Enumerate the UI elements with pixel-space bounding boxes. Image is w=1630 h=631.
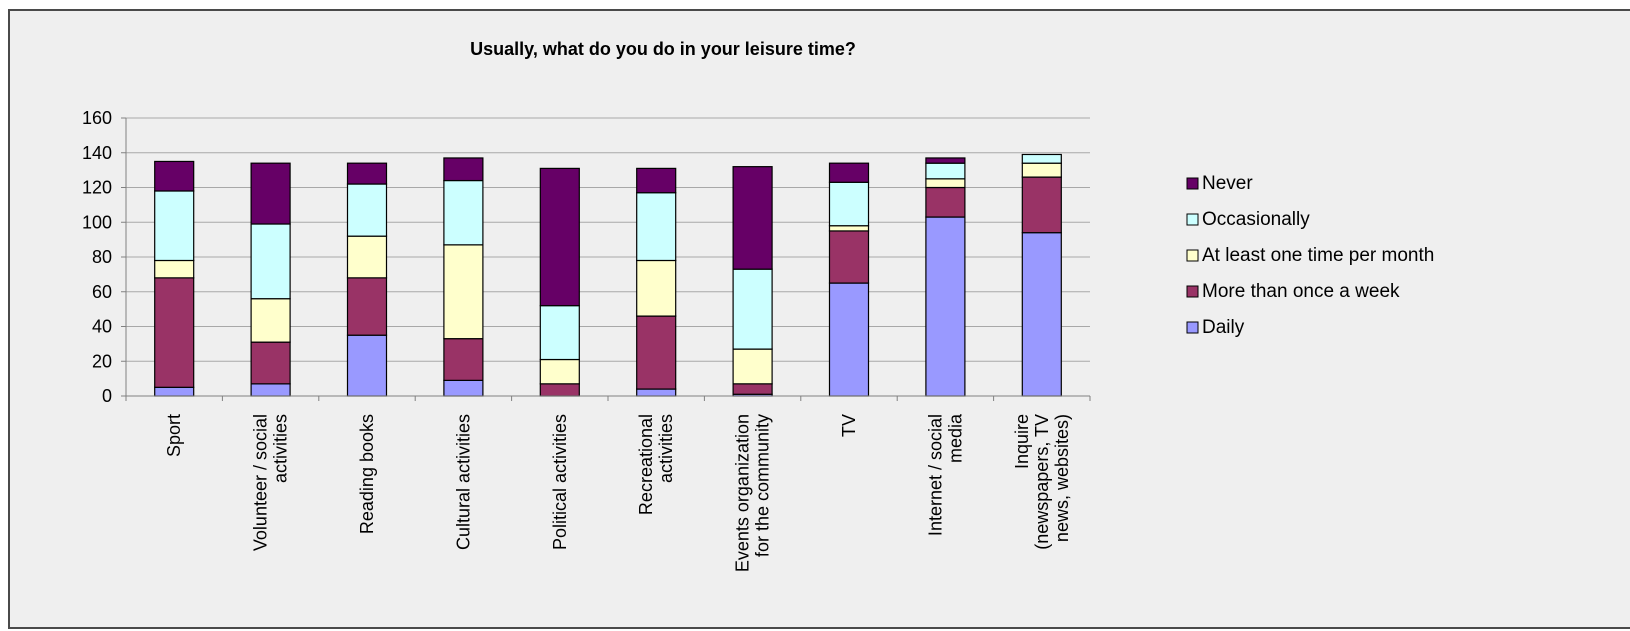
bar-segment (732, 383, 773, 395)
bar-segment (250, 383, 291, 397)
legend-swatch (1186, 213, 1199, 226)
y-tick-label: 0 (102, 386, 112, 406)
bar-segment (443, 338, 484, 381)
bar-segment (154, 277, 195, 388)
bar-segment (154, 160, 195, 192)
x-tick-label-line: Political activities (550, 414, 570, 550)
bar-segment (1021, 232, 1062, 397)
legend-label: Occasionally (1202, 209, 1310, 230)
bar-segment (346, 183, 388, 237)
bar-segment (732, 268, 773, 350)
legend-label: Never (1202, 173, 1253, 194)
x-tick-label-line: Cultural activities (453, 414, 473, 550)
x-tick-label-line: Volunteer / social (251, 414, 271, 551)
bar-segment (346, 162, 388, 185)
bar-segment (443, 179, 484, 246)
legend-swatch (1186, 249, 1199, 262)
bar-segment (443, 379, 484, 397)
chart-title: Usually, what do you do in your leisure … (470, 39, 856, 59)
x-tick-label-line: Sport (164, 414, 184, 457)
legend-label: More than once a week (1202, 281, 1400, 302)
bar-segment (250, 223, 291, 300)
x-tick-label-line: TV (839, 414, 859, 437)
y-tick-label: 100 (82, 212, 112, 232)
bar-segment (828, 181, 870, 227)
bar-segment (828, 162, 870, 183)
legend-swatch (1186, 285, 1199, 298)
x-tick-label: Events organization for the community (733, 414, 773, 572)
bar-segment (539, 305, 580, 361)
x-tick-label: TV (839, 414, 859, 437)
bar-segment (154, 259, 195, 279)
x-tick-label-line: news, websites) (1052, 414, 1072, 542)
x-tick-label: Political activities (550, 414, 570, 550)
x-tick-label: Inquire (newspapers, TV news, websites) (1012, 414, 1072, 550)
bar-segment (539, 383, 580, 397)
bar-segment (539, 358, 580, 385)
y-tick-label: 20 (92, 351, 112, 371)
x-tick-label-line: for the community (753, 414, 773, 557)
bar-segment (828, 282, 870, 397)
bar-segment (1021, 153, 1062, 164)
bar-segment (1021, 162, 1062, 178)
bar-segment (925, 157, 966, 164)
bar-segment (925, 216, 966, 397)
bar-segment (732, 348, 773, 385)
chart-canvas: Usually, what do you do in your leisure … (82, 39, 1434, 572)
y-tick-label: 40 (92, 317, 112, 337)
x-tick-label: Recreational activities (636, 414, 676, 515)
bar-segment (250, 162, 291, 225)
bar-segment (925, 178, 966, 189)
x-tick-label: Reading books (357, 414, 377, 534)
bars (154, 153, 1062, 397)
y-tick-label: 160 (82, 108, 112, 128)
legend-label: At least one time per month (1202, 245, 1434, 266)
bar-segment (828, 230, 870, 284)
bar-segment (828, 225, 870, 232)
bar-segment (636, 388, 677, 397)
y-axis: 0 20 40 60 80 100 120 140 160 (82, 108, 127, 406)
x-tick-label-line: media (945, 413, 965, 463)
bar-segment (443, 157, 484, 182)
bar-segment (250, 341, 291, 385)
bar-segment (1021, 176, 1062, 234)
x-tick-label: Cultural activities (453, 414, 473, 550)
legend-label: Daily (1202, 317, 1245, 338)
x-tick-label: Sport (164, 414, 184, 457)
y-tick-label: 60 (92, 282, 112, 302)
x-tick-label-line: Events organization (733, 414, 753, 572)
legend-swatch (1186, 177, 1199, 190)
x-tick-label-line: (newspapers, TV (1032, 414, 1052, 550)
bar-segment (539, 167, 580, 307)
bar-segment (443, 244, 484, 340)
x-tick-label-line: Recreational (636, 414, 656, 515)
bar-segment (346, 277, 388, 336)
bar-segment (636, 259, 677, 317)
bar-segment (636, 167, 677, 194)
bar-segment (250, 298, 291, 343)
y-tick-label: 80 (92, 247, 112, 267)
bar-segment (732, 166, 773, 270)
y-tick-label: 140 (82, 143, 112, 163)
bar-segment (154, 190, 195, 262)
x-tick-label-line: Reading books (357, 414, 377, 534)
bar-segment (925, 186, 966, 218)
x-tick-label-line: Internet / social (925, 414, 945, 536)
x-tick-label-line: activities (271, 414, 291, 483)
bar-segment (346, 334, 388, 397)
x-axis: Sport Volunteer / social activities Reading… (125, 395, 1091, 572)
legend-swatch (1186, 321, 1199, 334)
y-tick-label: 120 (82, 178, 112, 198)
x-tick-label-line: Inquire (1012, 414, 1032, 469)
bar-segment (925, 162, 966, 180)
x-tick-label: Internet / social media (925, 413, 965, 536)
bar-segment (346, 235, 388, 279)
bar-segment (636, 315, 677, 390)
bar-segment (636, 192, 677, 262)
x-tick-label: Volunteer / social activities (251, 414, 291, 551)
chart-area: Usually, what do you do in your leisure … (8, 9, 1630, 629)
legend: Never Occasionally At least one time per m… (1186, 173, 1434, 338)
x-tick-label-line: activities (656, 414, 676, 483)
bar-segment (154, 386, 195, 397)
